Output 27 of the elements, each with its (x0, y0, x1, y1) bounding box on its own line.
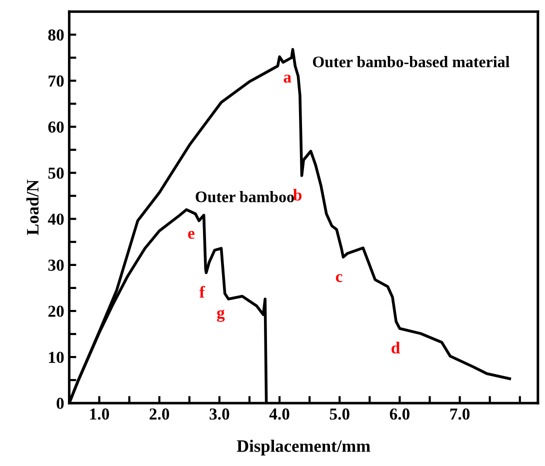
x-tick-label: 5.0 (330, 408, 350, 420)
series-label: Outer bamboo (196, 191, 294, 202)
x-axis-title: Displacement/mm (236, 440, 370, 456)
x-tick-label: 7.0 (450, 408, 470, 420)
y-tick-label: 30 (48, 260, 64, 271)
series-label: Outer bambo-based material (312, 56, 510, 68)
y-axis-title: Load/N (26, 180, 39, 236)
x-tick-label: 6.0 (390, 408, 410, 420)
y-tick-label: 40 (48, 214, 64, 225)
annotation: d (392, 342, 400, 354)
annotation: c (336, 274, 342, 282)
y-tick-label: 70 (48, 75, 64, 87)
annotation: e (188, 230, 195, 239)
annotation: a (284, 74, 292, 83)
y-tick-label: 10 (49, 352, 64, 363)
y-tick-label: 60 (48, 121, 64, 133)
annotation: f (199, 286, 205, 298)
y-tick-label: 80 (48, 29, 64, 41)
x-tick-label: 1.0 (90, 408, 110, 420)
x-tick-label: 2.0 (150, 408, 170, 420)
y-tick-label: 50 (48, 168, 64, 179)
annotation: g (216, 310, 225, 322)
y-tick-label: 20 (48, 306, 64, 317)
x-tick-label: 4.0 (269, 408, 290, 420)
x-tick-label: 3.0 (210, 408, 230, 420)
annotation: b (293, 188, 302, 201)
y-tick-label: 0 (56, 398, 64, 410)
